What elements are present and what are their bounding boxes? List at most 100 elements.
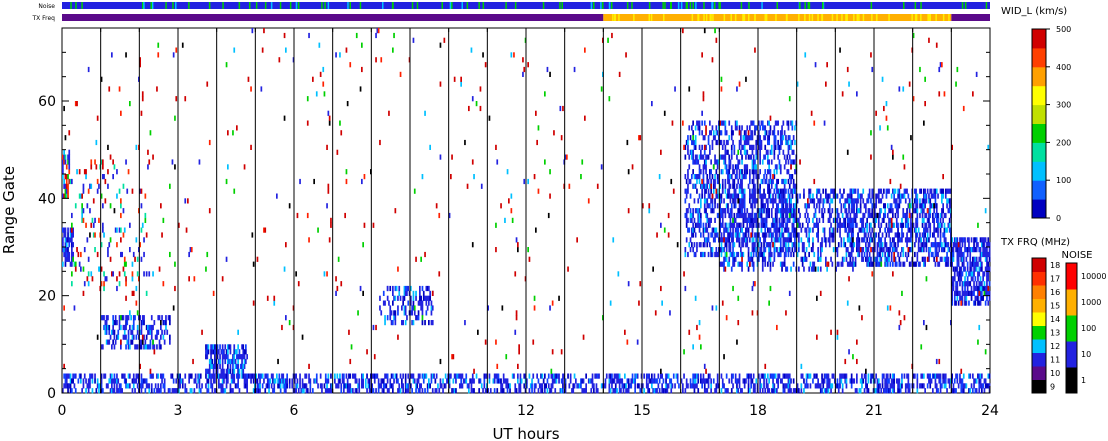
data-cell xyxy=(760,251,763,258)
data-cell xyxy=(928,193,930,199)
data-cell xyxy=(422,378,425,384)
data-cell xyxy=(684,188,687,194)
data-cell xyxy=(678,383,680,389)
data-cell xyxy=(500,378,502,384)
data-cell xyxy=(828,203,831,209)
data-cell xyxy=(785,159,787,165)
data-cell xyxy=(232,378,234,384)
data-cell xyxy=(843,256,845,262)
data-cell xyxy=(973,237,975,243)
data-cell xyxy=(413,305,416,311)
data-cell xyxy=(104,329,107,335)
data-cell xyxy=(792,159,795,165)
data-cell xyxy=(785,198,787,204)
data-cell xyxy=(724,212,727,219)
data-cell xyxy=(740,135,742,141)
data-cell xyxy=(804,227,807,233)
noise-mark xyxy=(175,2,177,9)
data-cell xyxy=(238,373,241,379)
data-cell xyxy=(746,373,749,379)
data-cell xyxy=(100,281,103,287)
data-cell xyxy=(944,242,947,248)
data-cell xyxy=(371,388,373,394)
data-cell xyxy=(653,388,656,394)
data-cell xyxy=(765,232,768,238)
data-cell xyxy=(551,378,554,384)
data-cell xyxy=(626,388,629,394)
data-cell xyxy=(743,130,746,136)
data-cell xyxy=(812,266,814,272)
data-cell xyxy=(716,174,719,180)
data-cell xyxy=(845,383,848,389)
data-cell xyxy=(140,339,143,345)
data-cell xyxy=(127,383,130,389)
data-cell xyxy=(848,222,850,228)
data-cell xyxy=(986,295,988,301)
data-cell xyxy=(721,378,724,384)
data-cell xyxy=(986,247,988,253)
data-cell xyxy=(335,52,337,58)
data-cell xyxy=(206,81,209,87)
data-cell xyxy=(961,378,964,384)
data-cell xyxy=(738,144,741,150)
data-cell xyxy=(951,247,953,253)
data-cell xyxy=(211,383,214,389)
data-cell xyxy=(430,310,433,316)
data-cell xyxy=(987,266,990,272)
data-cell xyxy=(723,232,725,238)
data-cell xyxy=(901,217,903,223)
data-cell xyxy=(160,334,162,340)
data-cell xyxy=(801,242,804,248)
data-cell xyxy=(214,363,216,369)
data-cell xyxy=(736,251,738,258)
data-cell xyxy=(379,139,381,146)
data-cell xyxy=(64,174,67,180)
data-cell xyxy=(770,159,773,165)
data-cell xyxy=(703,120,706,126)
data-cell xyxy=(812,217,814,223)
data-cell xyxy=(765,178,768,185)
data-cell xyxy=(715,247,718,253)
data-cell xyxy=(897,237,899,243)
data-cell xyxy=(94,378,96,384)
data-cell xyxy=(798,222,800,228)
data-cell xyxy=(979,378,982,384)
data-cell xyxy=(85,222,87,228)
data-cell xyxy=(178,383,180,389)
data-cell xyxy=(751,169,754,175)
data-cell xyxy=(724,149,727,155)
data-cell xyxy=(751,227,754,233)
data-cell xyxy=(787,139,790,146)
data-cell xyxy=(832,232,835,238)
data-cell xyxy=(961,242,964,248)
data-cells xyxy=(62,28,991,394)
data-cell xyxy=(741,154,743,160)
data-cell xyxy=(207,383,210,389)
data-cell xyxy=(870,256,872,262)
data-cell xyxy=(711,198,714,204)
data-cell xyxy=(149,368,152,374)
data-cell xyxy=(819,247,822,253)
data-cell xyxy=(782,188,785,194)
data-cell xyxy=(720,198,723,204)
data-cell xyxy=(818,217,821,223)
data-cell xyxy=(327,378,330,384)
data-cell xyxy=(840,378,843,384)
data-cell xyxy=(923,227,925,233)
data-cell xyxy=(906,383,908,389)
data-cell xyxy=(344,383,346,389)
data-cell xyxy=(966,247,969,253)
data-cell xyxy=(944,227,947,233)
data-cell xyxy=(326,383,328,389)
data-cell xyxy=(871,193,874,199)
data-cell xyxy=(776,388,778,394)
data-cell xyxy=(714,237,716,243)
data-cell xyxy=(375,324,377,331)
data-cell xyxy=(874,242,876,248)
data-cell xyxy=(519,378,522,384)
data-cell xyxy=(765,198,768,204)
data-cell xyxy=(733,198,736,204)
data-cell xyxy=(308,373,310,379)
data-cell xyxy=(165,320,167,326)
data-cell xyxy=(246,354,248,360)
